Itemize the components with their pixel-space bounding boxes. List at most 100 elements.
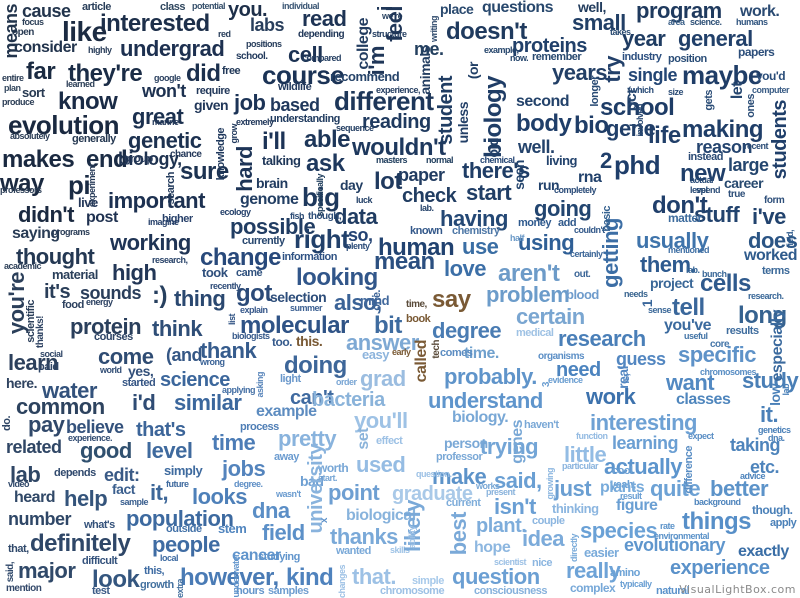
- cloud-word-208: species: [580, 518, 658, 543]
- cloud-word-vertical-29: basic: [601, 206, 613, 232]
- cloud-word-34: they're: [68, 60, 143, 87]
- cloud-word-315: paid: [38, 361, 59, 373]
- cloud-word-342: works: [476, 481, 500, 491]
- cloud-word-257: school.: [236, 51, 268, 62]
- cloud-word-229: samples: [268, 585, 309, 597]
- cloud-word-vertical-49: difference: [683, 446, 695, 494]
- cloud-word-26: highly: [88, 45, 112, 55]
- cloud-word-101: working: [110, 230, 191, 255]
- cloud-word-370: plants: [600, 479, 645, 496]
- cloud-word-vertical-12: try: [600, 56, 625, 83]
- cloud-word-232: complex: [570, 581, 616, 595]
- cloud-word-303: research,: [152, 255, 188, 265]
- cloud-word-329: experience.: [68, 433, 113, 443]
- cloud-word-vertical-26: experiment: [87, 164, 97, 208]
- cloud-word-96: i've: [752, 204, 786, 229]
- cloud-word-351: bad: [300, 473, 324, 489]
- cloud-word-187: etc.: [750, 457, 780, 477]
- cloud-word-156: study: [742, 368, 799, 393]
- cloud-word-148: specific: [678, 342, 756, 367]
- cloud-word-36: course: [262, 60, 345, 90]
- cloud-word-vertical-27: search: [165, 172, 177, 205]
- cloud-word-134: degree: [432, 318, 502, 343]
- cloud-word-2: class: [160, 1, 186, 13]
- cloud-word-223: really: [566, 558, 621, 583]
- cloud-word-127: cells: [700, 270, 751, 297]
- cloud-word-249: generally: [72, 133, 116, 145]
- cloud-word-296: explain: [240, 305, 268, 315]
- cloud-word-353: degree.: [234, 479, 263, 489]
- cloud-word-372: dna.: [768, 433, 785, 443]
- cloud-word-333: that,: [8, 543, 29, 555]
- cloud-word-379: lab.: [420, 203, 434, 213]
- cloud-word-99: possible: [230, 214, 316, 239]
- cloud-word-230: chromosome: [380, 585, 445, 597]
- cloud-word-182: edit:: [104, 465, 140, 485]
- cloud-word-382: size: [668, 87, 684, 97]
- cloud-word-367: cool: [612, 465, 633, 477]
- cloud-word-314: social: [40, 349, 63, 359]
- cloud-word-274: add: [558, 217, 577, 229]
- cloud-word-162: understand: [428, 388, 543, 413]
- cloud-word-87: run: [538, 177, 560, 193]
- cloud-word-219: however,: [180, 564, 279, 591]
- cloud-word-25: consider: [14, 39, 77, 56]
- cloud-word-334: difficult: [82, 555, 118, 567]
- cloud-word-vertical-35: one.: [371, 290, 383, 311]
- cloud-word-125: selection: [270, 289, 327, 305]
- cloud-word-207: plant.: [476, 515, 527, 537]
- cloud-word-143: this.: [296, 333, 323, 349]
- cloud-word-233: natural: [656, 585, 690, 597]
- cloud-word-276: half: [510, 233, 525, 243]
- cloud-word-11: work.: [740, 3, 780, 20]
- cloud-word-210: people: [152, 532, 220, 557]
- cloud-word-352: wasn't: [276, 489, 301, 499]
- cloud-word-20: open: [12, 27, 34, 38]
- cloud-word-138: learn: [8, 350, 59, 375]
- cloud-word-283: core: [710, 339, 730, 350]
- cloud-word-330: what's: [84, 519, 115, 531]
- cloud-word-vertical-47: genes: [509, 420, 526, 464]
- cloud-word-vertical-42: asking: [255, 372, 265, 398]
- cloud-word-380: plenty: [346, 241, 370, 251]
- cloud-word-76: pi: [68, 170, 91, 200]
- cloud-word-369: result: [620, 491, 642, 501]
- cloud-word-181: lab: [10, 462, 41, 487]
- cloud-word-75: way: [0, 170, 44, 197]
- cloud-word-vertical-16: involved: [635, 104, 645, 137]
- cloud-word-258: compared: [302, 53, 342, 63]
- cloud-word-vertical-59: extra: [175, 578, 185, 598]
- cloud-word-300: took: [202, 265, 228, 280]
- cloud-word-vertical-37: called: [413, 340, 430, 383]
- cloud-word-107: usually: [636, 228, 709, 253]
- cloud-word-220: kind: [286, 564, 334, 591]
- cloud-word-31: industry: [622, 51, 662, 63]
- cloud-word-vertical-54: x: [319, 518, 330, 524]
- cloud-word-297: biologists: [232, 331, 270, 341]
- cloud-word-309: academic: [4, 261, 42, 271]
- cloud-word-236: medical: [516, 327, 554, 339]
- cloud-word-51: second: [516, 93, 570, 110]
- cloud-word-193: looks: [192, 484, 247, 509]
- cloud-word-212: idea: [522, 526, 565, 551]
- cloud-word-vertical-10: unless: [455, 102, 471, 144]
- cloud-word-387: now.: [510, 53, 529, 63]
- cloud-word-318: started: [122, 377, 156, 389]
- cloud-word-203: figure: [616, 497, 658, 514]
- cloud-word-171: interesting: [590, 410, 697, 435]
- cloud-word-30: proteins: [512, 35, 587, 57]
- cloud-word-176: time: [212, 430, 256, 455]
- cloud-word-218: look: [92, 566, 140, 593]
- cloud-word-268: instead: [688, 151, 724, 163]
- cloud-word-12: focus: [22, 17, 44, 27]
- cloud-word-vertical-8: (or: [465, 62, 481, 80]
- cloud-word-195: graduate: [392, 483, 473, 505]
- cloud-word-295: summer: [290, 303, 323, 313]
- cloud-word-95: stuff: [694, 202, 740, 227]
- cloud-word-253: produce: [2, 97, 35, 107]
- cloud-word-146: time.: [464, 345, 499, 362]
- cloud-word-244: brain: [256, 175, 288, 191]
- cloud-word-123: also,: [334, 290, 382, 315]
- cloud-word-324: sample: [120, 497, 149, 507]
- cloud-word-260: understanding: [270, 113, 340, 125]
